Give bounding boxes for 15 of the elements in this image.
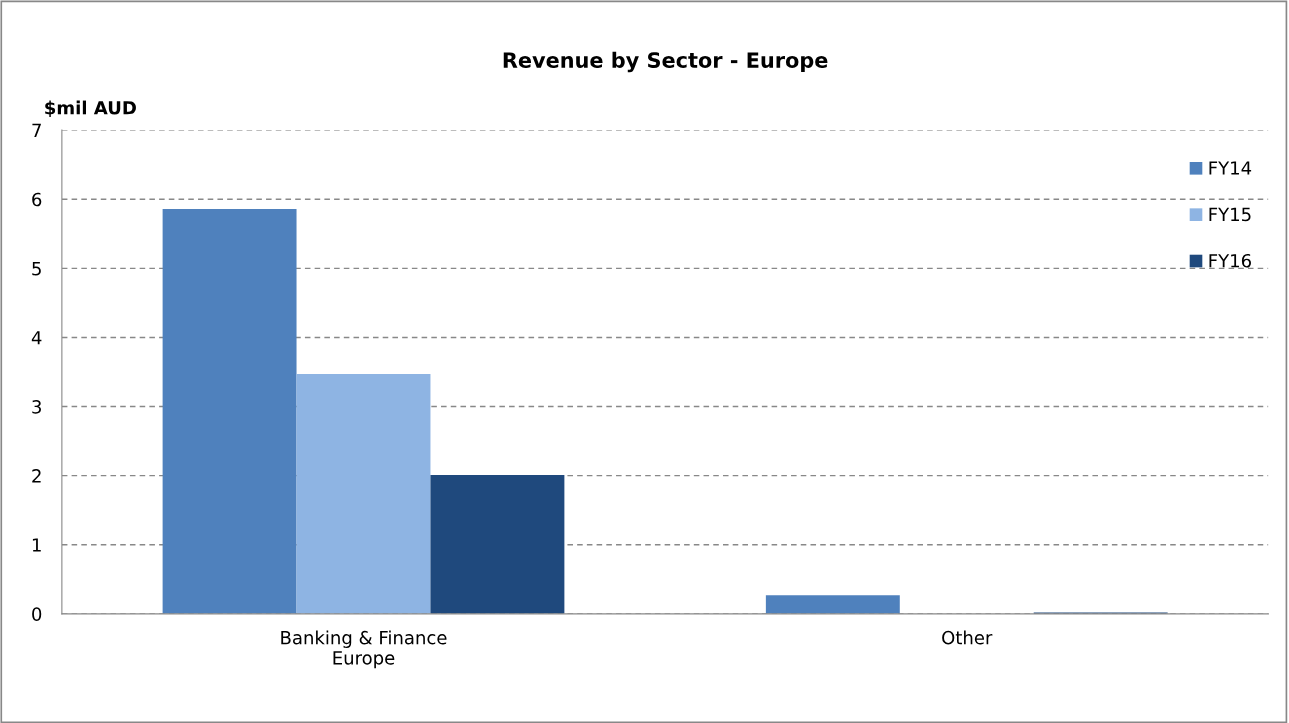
legend-label: FY14 — [1209, 161, 1252, 175]
y-tick-label: 6 — [32, 192, 42, 207]
y-tick-label: 0 — [32, 607, 42, 621]
legend-label: FY16 — [1209, 253, 1251, 268]
y-tick-label: 7 — [32, 123, 41, 137]
y-tick-label: 2 — [32, 469, 41, 483]
chart-title: Revenue by Sector - Europe — [503, 51, 828, 73]
legend-label: FY15 — [1209, 207, 1251, 222]
y-tick-label: 1 — [32, 538, 41, 552]
x-tick-label: Banking & Finance Europe — [281, 630, 447, 669]
y-axis-title: $mil AUD — [45, 100, 136, 117]
y-tick-label: 4 — [31, 331, 42, 345]
y-tick-label: 5 — [32, 262, 41, 276]
y-tick-label: 3 — [32, 399, 41, 414]
x-tick-label: Other — [942, 630, 993, 645]
